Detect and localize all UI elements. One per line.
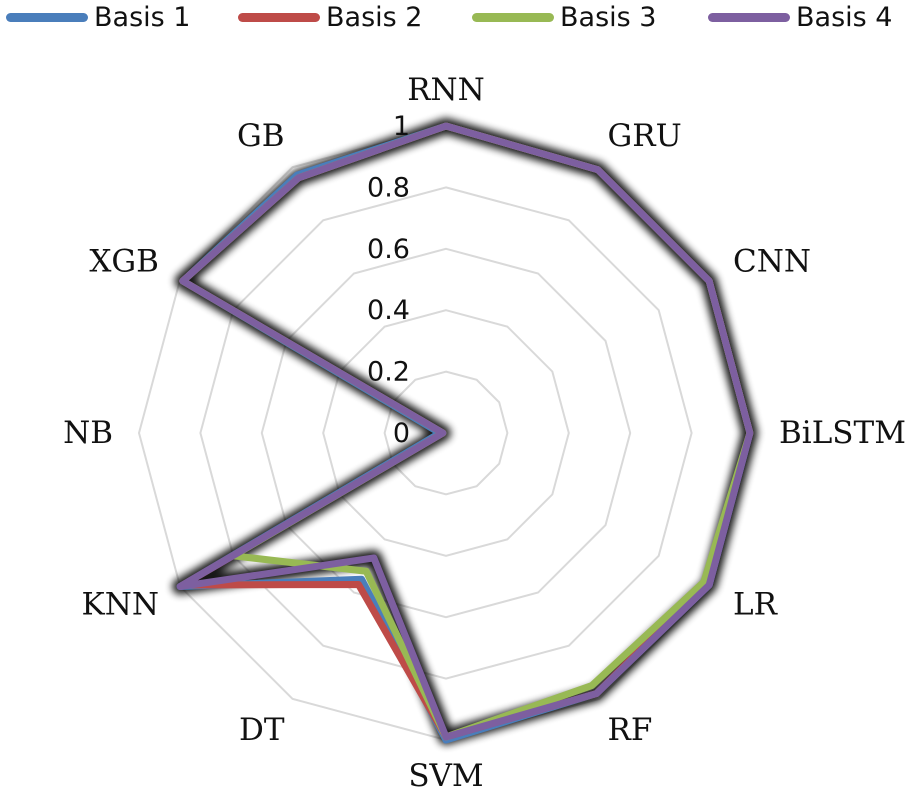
legend-item-basis-3: Basis 3 [472,0,656,34]
category-label-xgb: XGB [89,244,159,280]
category-label-dt: DT [239,712,285,748]
legend-swatch-basis-1 [6,12,88,22]
category-label-rnn: RNN [407,72,485,108]
category-label-gru: GRU [608,118,682,154]
series-lines [176,122,754,744]
series-shadow-4 [172,118,758,745]
legend-item-basis-2: Basis 2 [238,0,422,34]
category-label-rf: RF [608,712,653,748]
series-shadows [172,118,758,745]
legend-label-basis-1: Basis 1 [94,1,191,33]
tick-label: 0.8 [367,172,410,203]
series-line-basis-3 [179,122,754,741]
legend-item-basis-1: Basis 1 [6,0,190,34]
category-label-bilstm: BiLSTM [779,415,905,451]
tick-label: 0.4 [367,295,410,326]
category-label-knn: KNN [82,587,159,623]
legend-label-basis-2: Basis 2 [326,1,423,33]
category-label-cnn: CNN [733,244,811,280]
legend-swatch-basis-2 [238,12,320,22]
tick-label: 0.2 [367,357,410,388]
legend-swatch-basis-3 [472,12,554,22]
category-label-gb: GB [237,118,285,154]
category-labels: RNN GRU CNN BiLSTM LR RF SVM DT KNN NB XGB GB [63,72,905,788]
category-label-svm: SVM [408,758,483,788]
legend-label-basis-3: Basis 3 [560,1,657,33]
chart-legend: Basis 1 Basis 2 Basis 3 Basis 4 [0,0,905,34]
tick-label: 0.6 [367,234,410,265]
series-line-basis-1 [176,122,754,744]
legend-item-basis-4: Basis 4 [708,0,892,34]
tick-label: 0 [393,418,410,449]
category-label-nb: NB [63,415,113,451]
series-line-basis-2 [179,122,754,741]
legend-label-basis-4: Basis 4 [796,1,893,33]
series-line-basis-4 [176,122,754,741]
legend-swatch-basis-4 [708,12,790,22]
tick-label: 1 [393,111,410,142]
radial-tick-labels: 0 0.2 0.4 0.6 0.8 1 [367,111,410,449]
category-label-lr: LR [733,587,779,623]
